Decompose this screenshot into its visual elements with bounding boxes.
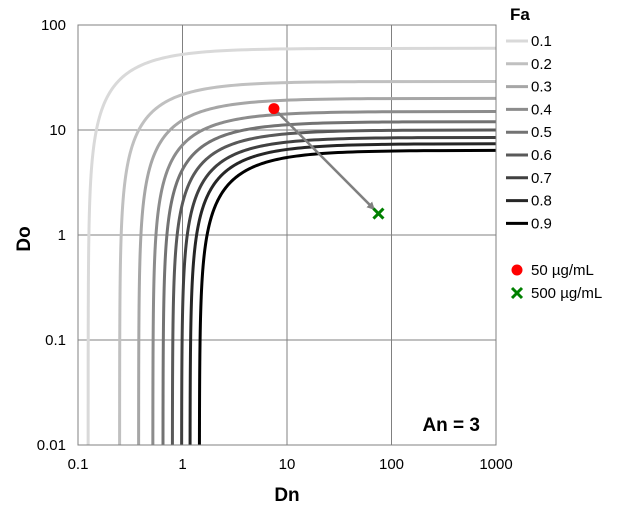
legend-label-0-6: 0.6 [531,147,552,164]
legend-label-0-7: 0.7 [531,170,552,187]
legend-label-0-3: 0.3 [531,79,552,96]
x-tick-label: 0.1 [68,456,89,473]
data-points [268,103,385,220]
point-50-ug-ml [268,103,280,115]
y-tick-label: 0.1 [45,332,66,349]
x-axis-label: Dn [274,485,299,506]
legend-label-50-ug-ml: 50 µg/mL [531,262,594,279]
fa-curve-0-5 [161,120,497,445]
x-tick-label: 1000 [479,456,512,473]
fa-curves [86,46,497,446]
legend-label-0-9: 0.9 [531,215,552,232]
plot-frame [77,24,497,446]
fa-curve-0-8 [188,142,497,446]
y-tick-label: 100 [41,17,66,34]
y-tick-label: 1 [58,227,66,244]
legend-label-500-ug-ml: 500 µg/mL [531,285,602,302]
legend-label-0-2: 0.2 [531,56,552,73]
x-tick-label: 100 [379,456,404,473]
annotation-an: An = 3 [422,415,480,436]
fa-curve-0-3 [137,96,497,445]
x-tick-label: 1 [178,456,186,473]
x-tick-labels: 0.1 1 10 100 1000 [68,456,513,473]
y-axis-label: Do [14,226,35,251]
legend-label-0-8: 0.8 [531,193,552,210]
legend: Fa 0.1 0.2 0.3 0.4 0.5 0.6 0.7 0.8 0.9 50 µg/mL 50… [506,5,602,302]
legend-marker-500-ug-ml [510,286,524,300]
legend-label-0-1: 0.1 [531,33,552,50]
point-500-ug-ml [372,207,385,220]
combination-arrow [273,107,376,211]
arrow-line [273,107,376,211]
x-tick-label: 10 [279,456,296,473]
y-tick-label: 0.01 [37,437,66,454]
fa-curve-0-1 [86,46,497,446]
legend-label-0-4: 0.4 [531,101,552,118]
legend-label-0-5: 0.5 [531,124,552,141]
y-tick-labels: 0.01 0.1 1 10 100 [37,17,66,454]
legend-title: Fa [510,5,530,24]
fa-curve-0-4 [151,110,497,445]
fa-curve-0-2 [118,79,497,445]
fa-curve-0-9 [197,148,497,446]
fa-curve-0-6 [170,128,497,445]
fa-curve-0-7 [180,135,497,445]
legend-marker-50-ug-ml [511,264,523,276]
y-tick-label: 10 [49,122,66,139]
